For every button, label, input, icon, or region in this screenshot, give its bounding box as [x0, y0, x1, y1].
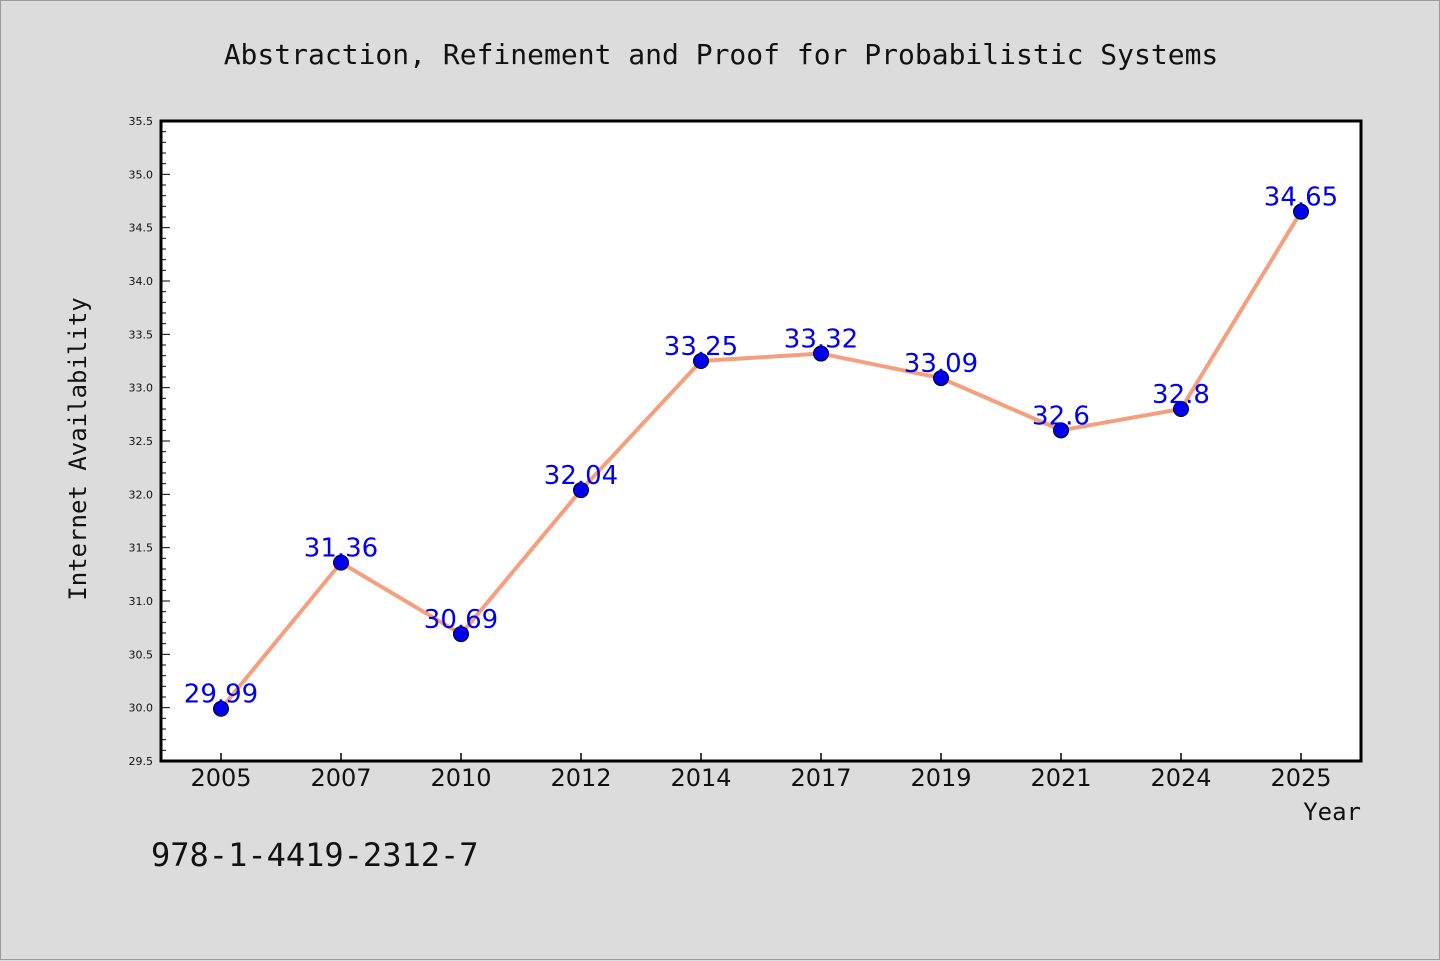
y-tick-label: 29.5	[129, 755, 154, 768]
data-label: 33.25	[664, 332, 738, 362]
data-point	[1293, 203, 1309, 220]
data-label: 31.36	[304, 534, 378, 564]
x-tick-label: 2024	[1150, 764, 1211, 792]
data-label: 30.69	[424, 605, 498, 635]
x-tick-label: 2021	[1030, 764, 1091, 792]
data-point	[1173, 401, 1189, 417]
chart-title: Abstraction, Refinement and Proof for Pr…	[224, 38, 1219, 71]
x-axis-label: Year	[1303, 798, 1361, 826]
y-tick-label: 32.0	[129, 488, 154, 501]
data-label: 32.04	[544, 461, 618, 491]
y-tick-label: 31.0	[129, 595, 154, 608]
data-label: 29.99	[184, 680, 258, 710]
y-tick-label: 32.5	[129, 435, 154, 448]
x-tick-label: 2019	[910, 764, 971, 792]
y-tick-label: 34.5	[129, 222, 154, 235]
x-tick-label: 2025	[1270, 764, 1331, 792]
y-tick-label: 33.5	[129, 328, 154, 341]
y-tick-label: 35.5	[129, 115, 154, 128]
data-label: 32.8	[1152, 380, 1210, 410]
x-tick-label: 2014	[670, 764, 731, 792]
x-axis: 2005 2007 2010 2012 2014 2017 2019 2021 2024 2025	[190, 753, 1332, 792]
data-point	[813, 345, 829, 362]
x-tick-label: 2010	[430, 764, 491, 792]
data-label: 34.65	[1264, 183, 1338, 213]
plot-area	[159, 119, 1363, 763]
y-tick-label: 30.5	[129, 648, 154, 661]
data-point	[333, 554, 349, 571]
data-label: 32.6	[1032, 401, 1090, 431]
x-tick-label: 2017	[790, 764, 851, 792]
y-tick-label: 31.5	[129, 542, 154, 555]
data-labels-group: 29.99 31.36 30.69 32.04 33.25 33.32 33.09 32.6 3…	[184, 183, 1338, 710]
data-point	[573, 482, 589, 499]
y-axis: 29.5 30.0 30.5 31.0 31.5 32.0 32.5 33.0 33.5 34.0…	[129, 115, 170, 768]
y-tick-label: 34.0	[129, 275, 154, 288]
x-tick-label: 2007	[310, 764, 371, 792]
data-point	[933, 370, 949, 387]
y-tick-label: 30.0	[129, 702, 154, 715]
data-label: 33.09	[904, 349, 978, 379]
x-tick-label: 2012	[550, 764, 611, 792]
series-line	[219, 209, 1303, 711]
series-markers-group	[213, 203, 1309, 717]
isbn-text: 978-1-4419-2312-7	[151, 836, 479, 874]
y-tick-label: 35.0	[129, 168, 154, 181]
series-line-group	[219, 209, 1303, 711]
y-tick-label: 33.0	[129, 382, 154, 395]
data-label: 33.32	[784, 325, 858, 355]
y-axis-label: Internet Availability	[64, 297, 92, 600]
x-tick-label: 2005	[190, 764, 251, 792]
data-point	[453, 626, 469, 643]
data-point	[1053, 422, 1069, 439]
data-point	[693, 353, 709, 369]
data-point	[213, 700, 229, 717]
